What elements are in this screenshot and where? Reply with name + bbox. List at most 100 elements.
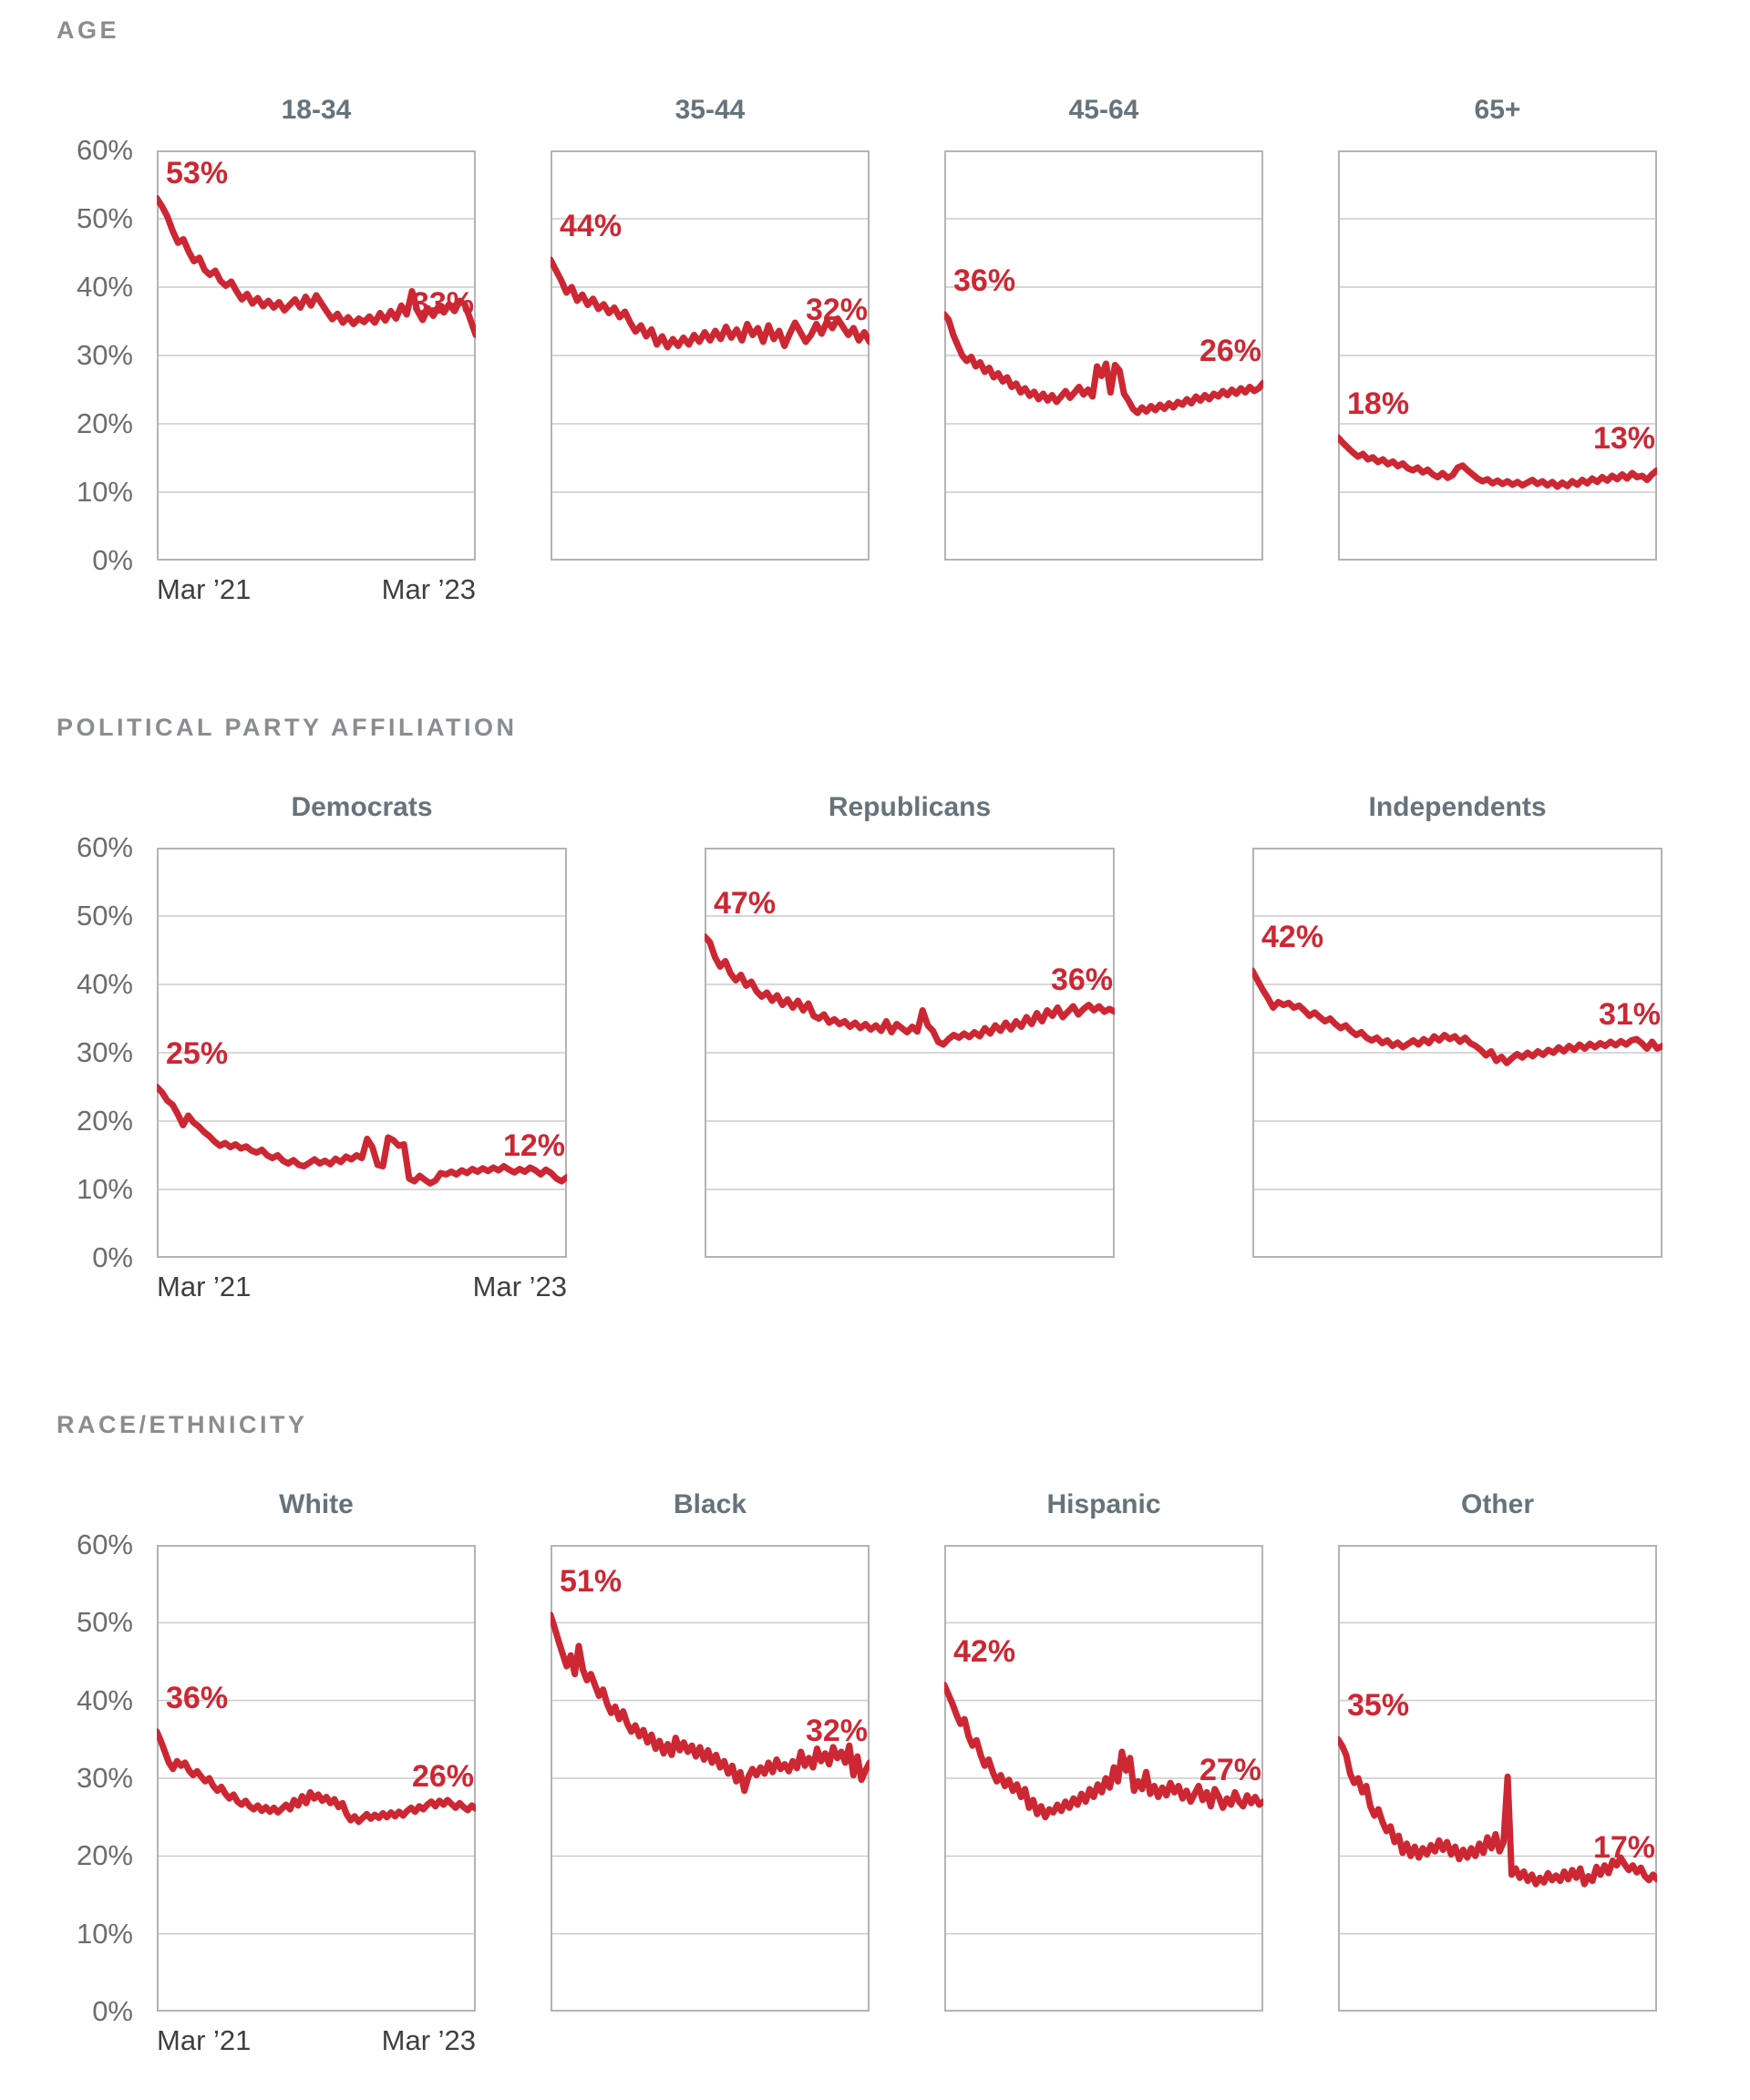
y-tick-label: 40% bbox=[76, 968, 133, 1000]
y-tick-label: 0% bbox=[92, 544, 133, 576]
series-line-hispanic bbox=[944, 1682, 1263, 1821]
end-value-label: 12% bbox=[502, 1127, 565, 1163]
chart-border bbox=[1338, 1545, 1657, 2012]
chart-plot-area: 42% 27% bbox=[944, 1545, 1263, 2012]
y-tick-label: 50% bbox=[76, 900, 133, 932]
poll-small-multiples-page: AGE 60% 50% 40% 30% 20% 10% 0% 18-34 53% 33% Mar ’2… bbox=[57, 16, 1750, 2057]
chart-plot-area: 36% 26% bbox=[157, 1545, 476, 2012]
start-value-label: 36% bbox=[953, 263, 1016, 298]
chart-border bbox=[1252, 848, 1662, 1258]
x-end-label: Mar ’23 bbox=[472, 1271, 567, 1302]
y-tick-label: 10% bbox=[76, 476, 133, 508]
y-tick-label: 30% bbox=[76, 1036, 133, 1068]
chart-plot-area: 44% 32% bbox=[551, 150, 870, 561]
chart-border bbox=[944, 1545, 1263, 2012]
y-tick-label: 60% bbox=[76, 831, 133, 863]
y-tick-label: 50% bbox=[76, 1606, 133, 1639]
chart-border bbox=[944, 150, 1263, 561]
chart-svg-35-44 bbox=[551, 150, 870, 561]
chart-white: White 36% 26% Mar ’21 Mar ’23 bbox=[157, 1488, 476, 2057]
end-value-label: 13% bbox=[1592, 421, 1655, 456]
section-race-ethnicity: RACE/ETHNICITY 60% 50% 40% 30% 20% 10% 0% White 3… bbox=[57, 1411, 1750, 2057]
chart-border bbox=[1338, 150, 1657, 561]
end-value-label: 32% bbox=[805, 293, 868, 327]
series-line-45-64 bbox=[944, 311, 1263, 417]
y-tick-label: 0% bbox=[92, 1241, 133, 1273]
end-value-label: 32% bbox=[805, 1713, 868, 1748]
chart-title-republicans: Republicans bbox=[828, 792, 992, 822]
chart-svg-45-64 bbox=[944, 150, 1263, 561]
x-start-label: Mar ’21 bbox=[157, 1271, 252, 1302]
chart-plot-area: 53% 33% bbox=[157, 150, 476, 561]
chart-title-independents: Independents bbox=[1368, 792, 1547, 822]
x-axis-labels: Mar ’21 Mar ’23 bbox=[157, 573, 476, 606]
start-value-label: 25% bbox=[166, 1035, 229, 1071]
charts-row-race-ethnicity: 60% 50% 40% 30% 20% 10% 0% White 36% 26% Mar ’21 Ma… bbox=[57, 1488, 1750, 2057]
charts-row-political-party-affiliation: 60% 50% 40% 30% 20% 10% 0% Democrats 25% 12% Mar ’… bbox=[57, 791, 1750, 1303]
y-tick-label: 30% bbox=[76, 1762, 133, 1794]
chart-plot-area: 42% 31% bbox=[1252, 848, 1662, 1258]
chart-title-35-44: 35-44 bbox=[674, 95, 746, 125]
x-end-label: Mar ’23 bbox=[381, 573, 476, 605]
y-axis-labels: 60% 50% 40% 30% 20% 10% 0% bbox=[57, 791, 157, 1273]
start-value-label: 44% bbox=[560, 209, 623, 243]
x-axis-labels: Mar ’21 Mar ’23 bbox=[157, 2024, 476, 2057]
y-tick-label: 20% bbox=[76, 1105, 133, 1137]
series-line-other bbox=[1338, 1735, 1657, 1888]
y-tick-label: 60% bbox=[76, 1529, 133, 1560]
end-value-label: 26% bbox=[411, 1759, 474, 1795]
start-value-label: 36% bbox=[166, 1680, 229, 1715]
start-value-label: 42% bbox=[1261, 920, 1324, 954]
start-value-label: 51% bbox=[560, 1563, 623, 1599]
start-value-label: 53% bbox=[166, 156, 229, 190]
y-tick-label: 40% bbox=[76, 271, 133, 303]
y-tick-label: 30% bbox=[76, 339, 133, 371]
y-tick-label: 10% bbox=[76, 1917, 133, 1950]
start-value-label: 35% bbox=[1347, 1688, 1410, 1724]
section-header-age: AGE bbox=[57, 16, 120, 44]
end-value-label: 27% bbox=[1199, 1752, 1261, 1787]
y-tick-label: 50% bbox=[76, 202, 133, 234]
series-line-republicans bbox=[705, 933, 1115, 1048]
chart-svg-republicans bbox=[705, 848, 1115, 1258]
chart-svg-democrats bbox=[157, 848, 567, 1258]
start-value-label: 42% bbox=[953, 1633, 1016, 1669]
start-value-label: 18% bbox=[1347, 386, 1410, 421]
series-line-black bbox=[551, 1611, 870, 1795]
charts-group: 18-34 53% 33% Mar ’21 Mar ’23 35-44 44% 32% 45-6… bbox=[157, 94, 1657, 606]
chart-title-65: 65+ bbox=[1474, 95, 1521, 125]
chart-18-34: 18-34 53% 33% Mar ’21 Mar ’23 bbox=[157, 94, 476, 606]
series-line-18-34 bbox=[157, 195, 476, 338]
y-tick-label: 10% bbox=[76, 1173, 133, 1205]
chart-title-white: White bbox=[279, 1489, 354, 1519]
chart-border bbox=[157, 150, 476, 561]
start-value-label: 47% bbox=[714, 885, 777, 921]
y-tick-label: 0% bbox=[92, 1995, 133, 2027]
charts-row-age: 60% 50% 40% 30% 20% 10% 0% 18-34 53% 33% Mar ’21 Ma… bbox=[57, 94, 1750, 606]
chart-republicans: Republicans 47% 36% bbox=[705, 791, 1115, 1303]
chart-other: Other 35% 17% bbox=[1338, 1488, 1657, 2057]
series-line-white bbox=[157, 1728, 476, 1826]
end-value-label: 36% bbox=[1050, 962, 1113, 997]
y-axis-labels: 60% 50% 40% 30% 20% 10% 0% bbox=[57, 1488, 157, 2027]
chart-svg-hispanic bbox=[944, 1545, 1263, 2012]
chart-35-44: 35-44 44% 32% bbox=[551, 94, 870, 606]
series-line-35-44 bbox=[551, 256, 870, 351]
chart-title-hispanic: Hispanic bbox=[1046, 1489, 1161, 1519]
chart-border bbox=[551, 150, 870, 561]
y-axis-labels: 60% 50% 40% 30% 20% 10% 0% bbox=[57, 94, 157, 576]
chart-plot-area: 35% 17% bbox=[1338, 1545, 1657, 2012]
y-tick-label: 20% bbox=[76, 407, 133, 439]
end-value-label: 17% bbox=[1592, 1829, 1655, 1865]
section-political-party-affiliation: POLITICAL PARTY AFFILIATION 60% 50% 40% 30% 2… bbox=[57, 714, 1750, 1303]
chart-democrats: Democrats 25% 12% Mar ’21 Mar ’23 bbox=[157, 791, 567, 1303]
x-start-label: Mar ’21 bbox=[157, 2024, 252, 2056]
x-axis-labels: Mar ’21 Mar ’23 bbox=[157, 1271, 567, 1303]
x-end-label: Mar ’23 bbox=[381, 2024, 476, 2056]
chart-svg-65 bbox=[1338, 150, 1657, 561]
chart-title-black: Black bbox=[673, 1489, 747, 1519]
end-value-label: 31% bbox=[1598, 996, 1661, 1032]
chart-title-45-64: 45-64 bbox=[1068, 95, 1139, 125]
end-value-label: 26% bbox=[1199, 334, 1261, 368]
chart-border bbox=[705, 848, 1115, 1258]
